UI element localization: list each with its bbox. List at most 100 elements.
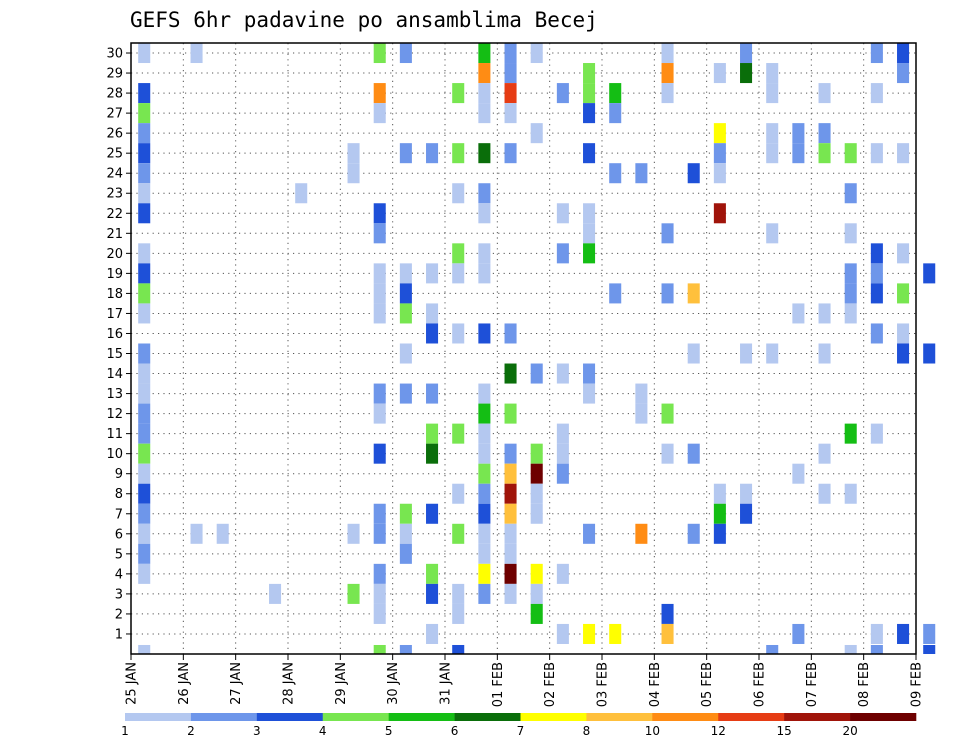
data-cell: [844, 183, 857, 204]
data-cell: [818, 443, 831, 464]
data-cell: [452, 83, 465, 104]
data-cell: [347, 583, 360, 604]
data-cell: [740, 43, 753, 64]
data-cell: [583, 143, 596, 164]
data-cell: [373, 403, 386, 424]
y-tick-label: 7: [115, 507, 123, 522]
data-cell: [556, 443, 569, 464]
data-cell: [556, 203, 569, 224]
data-cell: [478, 423, 491, 444]
data-cell: [347, 523, 360, 544]
data-cell: [452, 143, 465, 164]
colorbar-swatch: [256, 713, 324, 721]
y-tick-label: 6: [115, 527, 123, 542]
data-cell: [713, 503, 726, 524]
data-cell: [426, 583, 439, 604]
data-cell: [556, 423, 569, 444]
data-cell: [897, 283, 910, 304]
data-cell: [687, 523, 700, 544]
data-cell: [530, 583, 543, 604]
data-cell: [530, 563, 543, 584]
data-cell: [556, 243, 569, 264]
data-cell: [138, 443, 151, 464]
data-cell: [661, 83, 674, 104]
x-tick-label: 09 FEB: [910, 662, 925, 707]
data-cell: [740, 63, 753, 84]
data-cell: [818, 343, 831, 364]
y-tick-label: 28: [106, 87, 123, 102]
data-cell: [399, 343, 412, 364]
data-cell: [923, 644, 936, 654]
data-cell: [687, 283, 700, 304]
data-cell: [740, 343, 753, 364]
y-tick-label: 19: [106, 267, 123, 282]
data-cell: [870, 423, 883, 444]
data-cell: [426, 143, 439, 164]
data-cell: [583, 623, 596, 644]
data-cell: [713, 203, 726, 224]
y-tick-label: 26: [106, 127, 123, 142]
data-cell: [530, 43, 543, 64]
data-cell: [844, 303, 857, 324]
data-cell: [138, 483, 151, 504]
data-cell: [661, 283, 674, 304]
data-cell: [661, 603, 674, 624]
data-cell: [530, 503, 543, 524]
data-cell: [452, 644, 465, 654]
y-tick-label: 18: [106, 287, 123, 302]
colorbar-swatch: [850, 713, 917, 721]
x-tick-label: 05 FEB: [700, 662, 715, 707]
colorbar-swatch: [520, 713, 587, 721]
data-cell: [530, 483, 543, 504]
data-cell: [870, 43, 883, 64]
data-cell: [661, 443, 674, 464]
data-cell: [870, 283, 883, 304]
y-tick-label: 22: [106, 207, 123, 222]
colorbar-swatch: [454, 713, 521, 721]
data-cell: [844, 263, 857, 284]
data-cell: [373, 563, 386, 584]
colorbar-label: 2: [187, 724, 195, 738]
data-cell: [556, 463, 569, 484]
data-cell: [426, 303, 439, 324]
data-cell: [373, 223, 386, 244]
data-cell: [373, 443, 386, 464]
y-tick-label: 5: [115, 547, 123, 562]
data-cell: [740, 483, 753, 504]
data-cell: [478, 403, 491, 424]
data-cell: [923, 263, 936, 284]
data-cells: [138, 43, 936, 654]
data-cell: [138, 183, 151, 204]
data-cell: [478, 583, 491, 604]
data-cell: [478, 203, 491, 224]
data-cell: [504, 403, 517, 424]
data-cell: [373, 503, 386, 524]
data-cell: [583, 523, 596, 544]
data-cell: [818, 123, 831, 144]
data-cell: [399, 283, 412, 304]
data-cell: [766, 123, 779, 144]
data-cell: [792, 463, 805, 484]
data-cell: [609, 83, 622, 104]
x-tick-label: 02 FEB: [543, 662, 558, 707]
data-cell: [138, 383, 151, 404]
colorbar-label: 6: [451, 724, 459, 738]
data-cell: [713, 483, 726, 504]
data-cell: [138, 103, 151, 124]
data-cell: [138, 263, 151, 284]
data-cell: [687, 443, 700, 464]
colorbar-label: 20: [842, 724, 857, 738]
data-cell: [870, 323, 883, 344]
data-cell: [530, 123, 543, 144]
x-tick-label: 08 FEB: [857, 662, 872, 707]
x-tick-label: 31 JAN: [439, 662, 454, 705]
data-cell: [373, 383, 386, 404]
x-tick-label: 07 FEB: [805, 662, 820, 707]
data-cell: [609, 103, 622, 124]
data-cell: [504, 63, 517, 84]
data-cell: [792, 123, 805, 144]
data-cell: [138, 363, 151, 384]
data-cell: [504, 583, 517, 604]
colorbar-swatch: [388, 713, 455, 721]
data-cell: [818, 303, 831, 324]
